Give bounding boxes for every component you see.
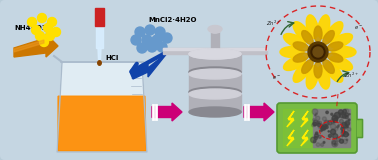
Circle shape xyxy=(335,127,338,130)
Ellipse shape xyxy=(189,67,241,77)
Circle shape xyxy=(330,129,336,134)
Circle shape xyxy=(328,131,329,132)
Circle shape xyxy=(322,126,326,131)
Circle shape xyxy=(339,113,345,118)
Circle shape xyxy=(131,35,141,45)
Circle shape xyxy=(338,110,343,115)
Circle shape xyxy=(342,122,347,128)
Circle shape xyxy=(345,132,347,135)
Ellipse shape xyxy=(302,60,313,73)
Circle shape xyxy=(321,126,325,130)
Ellipse shape xyxy=(98,61,101,65)
Circle shape xyxy=(318,135,321,138)
Circle shape xyxy=(338,124,339,126)
Circle shape xyxy=(332,141,338,147)
Ellipse shape xyxy=(323,60,334,73)
Ellipse shape xyxy=(189,87,241,97)
Circle shape xyxy=(333,115,334,116)
Circle shape xyxy=(152,35,162,45)
Circle shape xyxy=(321,143,324,146)
Bar xyxy=(357,119,362,137)
Ellipse shape xyxy=(293,42,308,51)
Circle shape xyxy=(316,143,320,146)
Circle shape xyxy=(314,136,318,140)
Circle shape xyxy=(324,120,329,126)
Circle shape xyxy=(342,130,345,133)
Ellipse shape xyxy=(293,53,308,62)
Circle shape xyxy=(331,113,333,115)
Ellipse shape xyxy=(325,22,343,42)
Circle shape xyxy=(339,119,343,123)
Circle shape xyxy=(345,116,348,119)
Circle shape xyxy=(137,43,147,53)
Circle shape xyxy=(43,24,53,32)
Circle shape xyxy=(332,140,336,144)
Circle shape xyxy=(316,116,320,120)
Circle shape xyxy=(333,134,338,139)
Circle shape xyxy=(333,121,334,122)
Circle shape xyxy=(318,124,324,129)
Circle shape xyxy=(36,32,45,40)
Polygon shape xyxy=(287,111,294,127)
Polygon shape xyxy=(301,130,308,146)
Polygon shape xyxy=(14,40,44,52)
Circle shape xyxy=(315,132,318,135)
Circle shape xyxy=(162,33,172,43)
Polygon shape xyxy=(163,48,267,50)
Circle shape xyxy=(147,42,157,52)
Bar xyxy=(189,74,241,92)
Circle shape xyxy=(319,121,322,124)
Circle shape xyxy=(322,124,327,129)
Circle shape xyxy=(48,17,56,27)
Circle shape xyxy=(335,112,340,118)
Circle shape xyxy=(316,113,317,115)
Circle shape xyxy=(312,109,318,115)
Circle shape xyxy=(330,119,335,124)
Circle shape xyxy=(155,27,165,37)
Circle shape xyxy=(321,130,322,132)
Ellipse shape xyxy=(327,53,343,62)
Circle shape xyxy=(343,109,347,113)
Circle shape xyxy=(343,139,347,144)
Ellipse shape xyxy=(327,42,343,51)
Circle shape xyxy=(135,27,145,37)
Ellipse shape xyxy=(306,15,318,38)
Text: MnCl2·4H2O: MnCl2·4H2O xyxy=(148,17,197,23)
Circle shape xyxy=(342,114,347,118)
Circle shape xyxy=(345,121,350,125)
Ellipse shape xyxy=(314,62,322,78)
Circle shape xyxy=(322,126,326,129)
Circle shape xyxy=(345,122,349,126)
Ellipse shape xyxy=(318,15,330,38)
Circle shape xyxy=(313,120,318,125)
Ellipse shape xyxy=(323,31,334,44)
Polygon shape xyxy=(130,52,168,79)
FancyArrow shape xyxy=(152,103,182,121)
Polygon shape xyxy=(96,13,103,48)
Ellipse shape xyxy=(280,47,304,57)
Circle shape xyxy=(314,134,318,137)
Ellipse shape xyxy=(208,25,222,32)
Circle shape xyxy=(326,111,328,114)
Circle shape xyxy=(341,127,344,130)
Ellipse shape xyxy=(189,49,241,59)
Circle shape xyxy=(347,126,348,127)
Circle shape xyxy=(322,117,326,121)
Circle shape xyxy=(341,131,346,135)
Ellipse shape xyxy=(325,62,343,82)
Circle shape xyxy=(345,113,349,117)
Circle shape xyxy=(313,47,323,57)
Text: $Zn^{2+}$: $Zn^{2+}$ xyxy=(266,19,281,28)
Circle shape xyxy=(328,121,332,125)
Circle shape xyxy=(145,25,155,35)
Ellipse shape xyxy=(302,31,313,44)
Circle shape xyxy=(313,140,316,143)
Bar xyxy=(283,109,312,147)
Ellipse shape xyxy=(293,22,310,42)
Bar xyxy=(313,109,350,147)
Circle shape xyxy=(325,124,327,126)
Ellipse shape xyxy=(189,107,241,117)
Ellipse shape xyxy=(284,34,306,48)
Circle shape xyxy=(313,122,317,126)
